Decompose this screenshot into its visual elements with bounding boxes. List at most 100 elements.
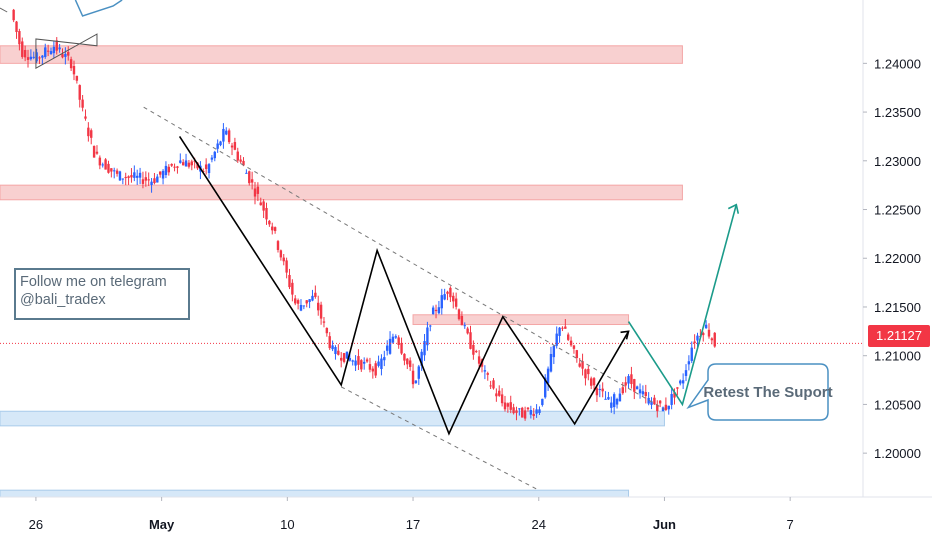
projection-line [627,204,738,407]
candle-body [29,56,33,60]
candle-body [581,361,584,369]
time-tick-label: 7 [787,517,794,532]
last-price-label: 1.21127 [868,325,930,347]
candle-body [348,358,352,361]
candle-body [92,146,96,158]
candle-body [253,188,257,197]
candle-body [572,345,576,349]
candle-body [61,54,64,58]
candle-body [291,282,294,295]
candle-body [322,321,326,323]
candle-body [368,364,372,370]
candle-body [406,358,409,365]
wedge-drawing [0,0,123,70]
candle-body [472,344,475,355]
price-zones [0,45,683,498]
candle-body [26,57,30,60]
candle-body [463,325,466,327]
candle-body [64,53,67,57]
candle-body [184,160,188,167]
candle-body [276,241,280,250]
price-tick-label: 1.22500 [874,203,921,218]
candle-body [299,304,303,311]
candle-body [541,398,544,405]
candle-body [489,385,492,387]
candle-body [113,170,116,172]
candle-body [147,179,150,181]
candle-body [69,59,73,69]
candle-body [684,370,688,376]
candle-body [233,142,237,150]
candle-body [707,329,711,337]
candle-body [124,176,127,179]
resistance-zone [412,314,630,326]
candle-body [544,377,547,398]
resistance-zone [0,184,683,201]
candle-body [607,397,610,400]
candle-body [434,309,438,312]
candle-body [164,165,168,176]
candle-body [388,338,392,354]
candle-body [15,21,18,33]
candle-body [167,166,171,173]
candle-body [176,166,179,168]
candle-body [75,75,79,81]
candle-body [288,274,291,288]
candle-body [696,335,699,341]
time-tick-label: 17 [406,517,420,532]
time-axis[interactable]: 26 May 10 17 24 Jun 7 [0,496,932,532]
candle-body [305,300,308,304]
candle-body [595,388,599,396]
candle-body [67,52,70,56]
candle-body [638,389,642,394]
candle-body [365,359,369,362]
candle-body [552,345,556,358]
candle-body [81,99,84,108]
candle-body [44,47,47,57]
candle-body [635,386,639,390]
candle-body [227,130,231,143]
price-tick-label: 1.22000 [874,251,921,266]
retest-callout[interactable]: Retest The Suport [686,363,833,421]
candle-body [483,370,487,372]
candle-body [676,387,679,389]
candle-body [110,168,113,172]
candle-body [90,130,93,138]
callout-bubble [686,363,829,421]
candle-body [440,295,443,309]
price-axis[interactable]: 1.24000 1.23500 1.23000 1.22500 1.22000 1.215… [862,0,921,497]
candle-body [21,41,24,57]
candle-body [115,170,119,174]
candle-body [414,380,418,384]
candle-body [325,327,329,334]
candle-body [687,361,691,365]
candle-body [604,398,607,400]
projection-arrowhead [727,203,740,214]
candle-body [498,390,501,396]
candle-body [549,353,553,372]
candle-body [101,164,104,166]
candle-body [173,166,176,168]
candle-body [693,341,696,343]
candle-body [679,380,682,384]
candle-body [38,57,41,59]
candle-body [521,407,524,418]
candle-body [87,127,90,137]
callout-text: Retest The Suport [703,384,832,401]
candle-body [575,350,579,359]
candle-body [630,374,633,385]
candle-body [443,294,446,300]
candle-body [500,394,504,404]
candle-body [262,201,265,211]
candle-body [690,347,693,361]
candle-body [55,40,58,51]
candle-body [612,394,616,408]
top-callout-tail [74,0,123,17]
telegram-note[interactable]: Follow me on telegram @bali_tradex [14,268,190,320]
candle-body [138,172,142,178]
candle-body [207,164,211,174]
candle-body [673,392,676,398]
candle-body [296,300,300,304]
candle-body [535,409,538,414]
